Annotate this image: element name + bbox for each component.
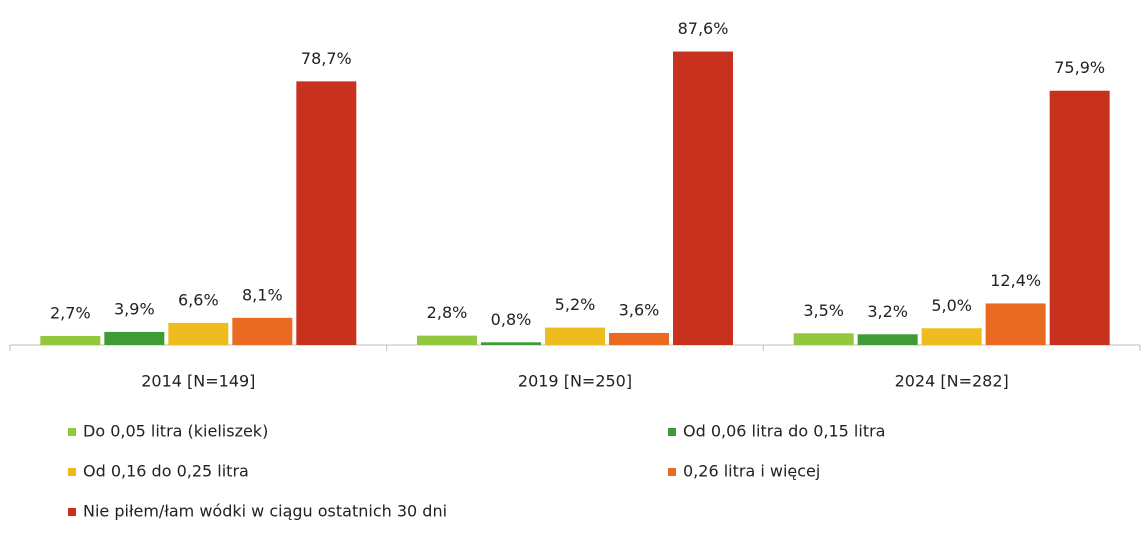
- bar: [481, 342, 541, 345]
- value-label: 6,6%: [178, 290, 219, 309]
- value-label: 0,8%: [491, 310, 532, 329]
- legend-swatch: [68, 428, 76, 436]
- legend-label: Do 0,05 litra (kieliszek): [83, 422, 268, 441]
- x-tick-label: 2024 [N=282]: [895, 372, 1009, 391]
- legend-swatch: [68, 508, 76, 516]
- bar: [545, 327, 605, 345]
- bar: [232, 317, 293, 345]
- value-label: 2,7%: [50, 303, 91, 322]
- value-label: 12,4%: [990, 271, 1041, 290]
- value-label: 3,9%: [114, 299, 155, 318]
- legend-swatch: [668, 428, 676, 436]
- legend-swatch: [68, 468, 76, 476]
- value-label: 78,7%: [301, 49, 352, 68]
- bar: [673, 51, 733, 345]
- value-label: 75,9%: [1054, 58, 1105, 77]
- bar: [921, 328, 982, 345]
- value-label: 3,2%: [867, 302, 908, 321]
- value-label: 8,1%: [242, 285, 283, 304]
- bar: [168, 322, 229, 345]
- value-label: 5,2%: [555, 295, 596, 314]
- x-tick-label: 2019 [N=250]: [518, 372, 632, 391]
- bar: [296, 81, 357, 345]
- value-label: 3,5%: [803, 301, 844, 320]
- legend-label: Od 0,06 litra do 0,15 litra: [683, 422, 885, 441]
- legend-label: Od 0,16 do 0,25 litra: [83, 462, 249, 481]
- value-label: 87,6%: [678, 19, 729, 38]
- legend-label: Nie piłem/łam wódki w ciągu ostatnich 30…: [83, 502, 447, 521]
- value-label: 3,6%: [619, 300, 660, 319]
- bar: [417, 335, 477, 345]
- value-label: 5,0%: [931, 296, 972, 315]
- bar: [793, 333, 854, 345]
- bar: [609, 332, 669, 345]
- legend-swatch: [668, 468, 676, 476]
- x-tick-label: 2014 [N=149]: [141, 372, 255, 391]
- bar: [104, 331, 165, 345]
- bar: [40, 335, 101, 345]
- bar: [985, 303, 1046, 345]
- value-label: 2,8%: [427, 303, 468, 322]
- bar: [857, 334, 918, 345]
- bar: [1049, 90, 1110, 345]
- legend-label: 0,26 litra i więcej: [683, 462, 820, 481]
